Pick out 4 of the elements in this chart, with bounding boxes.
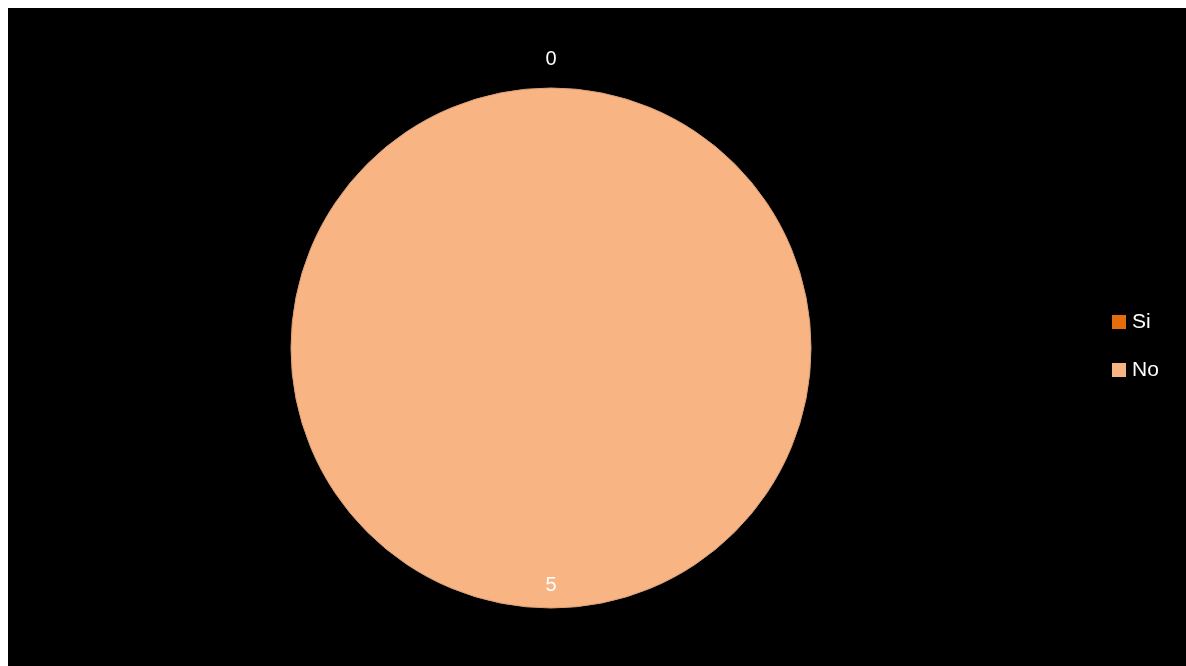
text: 0 [545, 47, 557, 70]
legend-label: Si [1132, 308, 1151, 332]
legend-label: No [1132, 356, 1159, 380]
data-label: 5 [545, 573, 557, 596]
